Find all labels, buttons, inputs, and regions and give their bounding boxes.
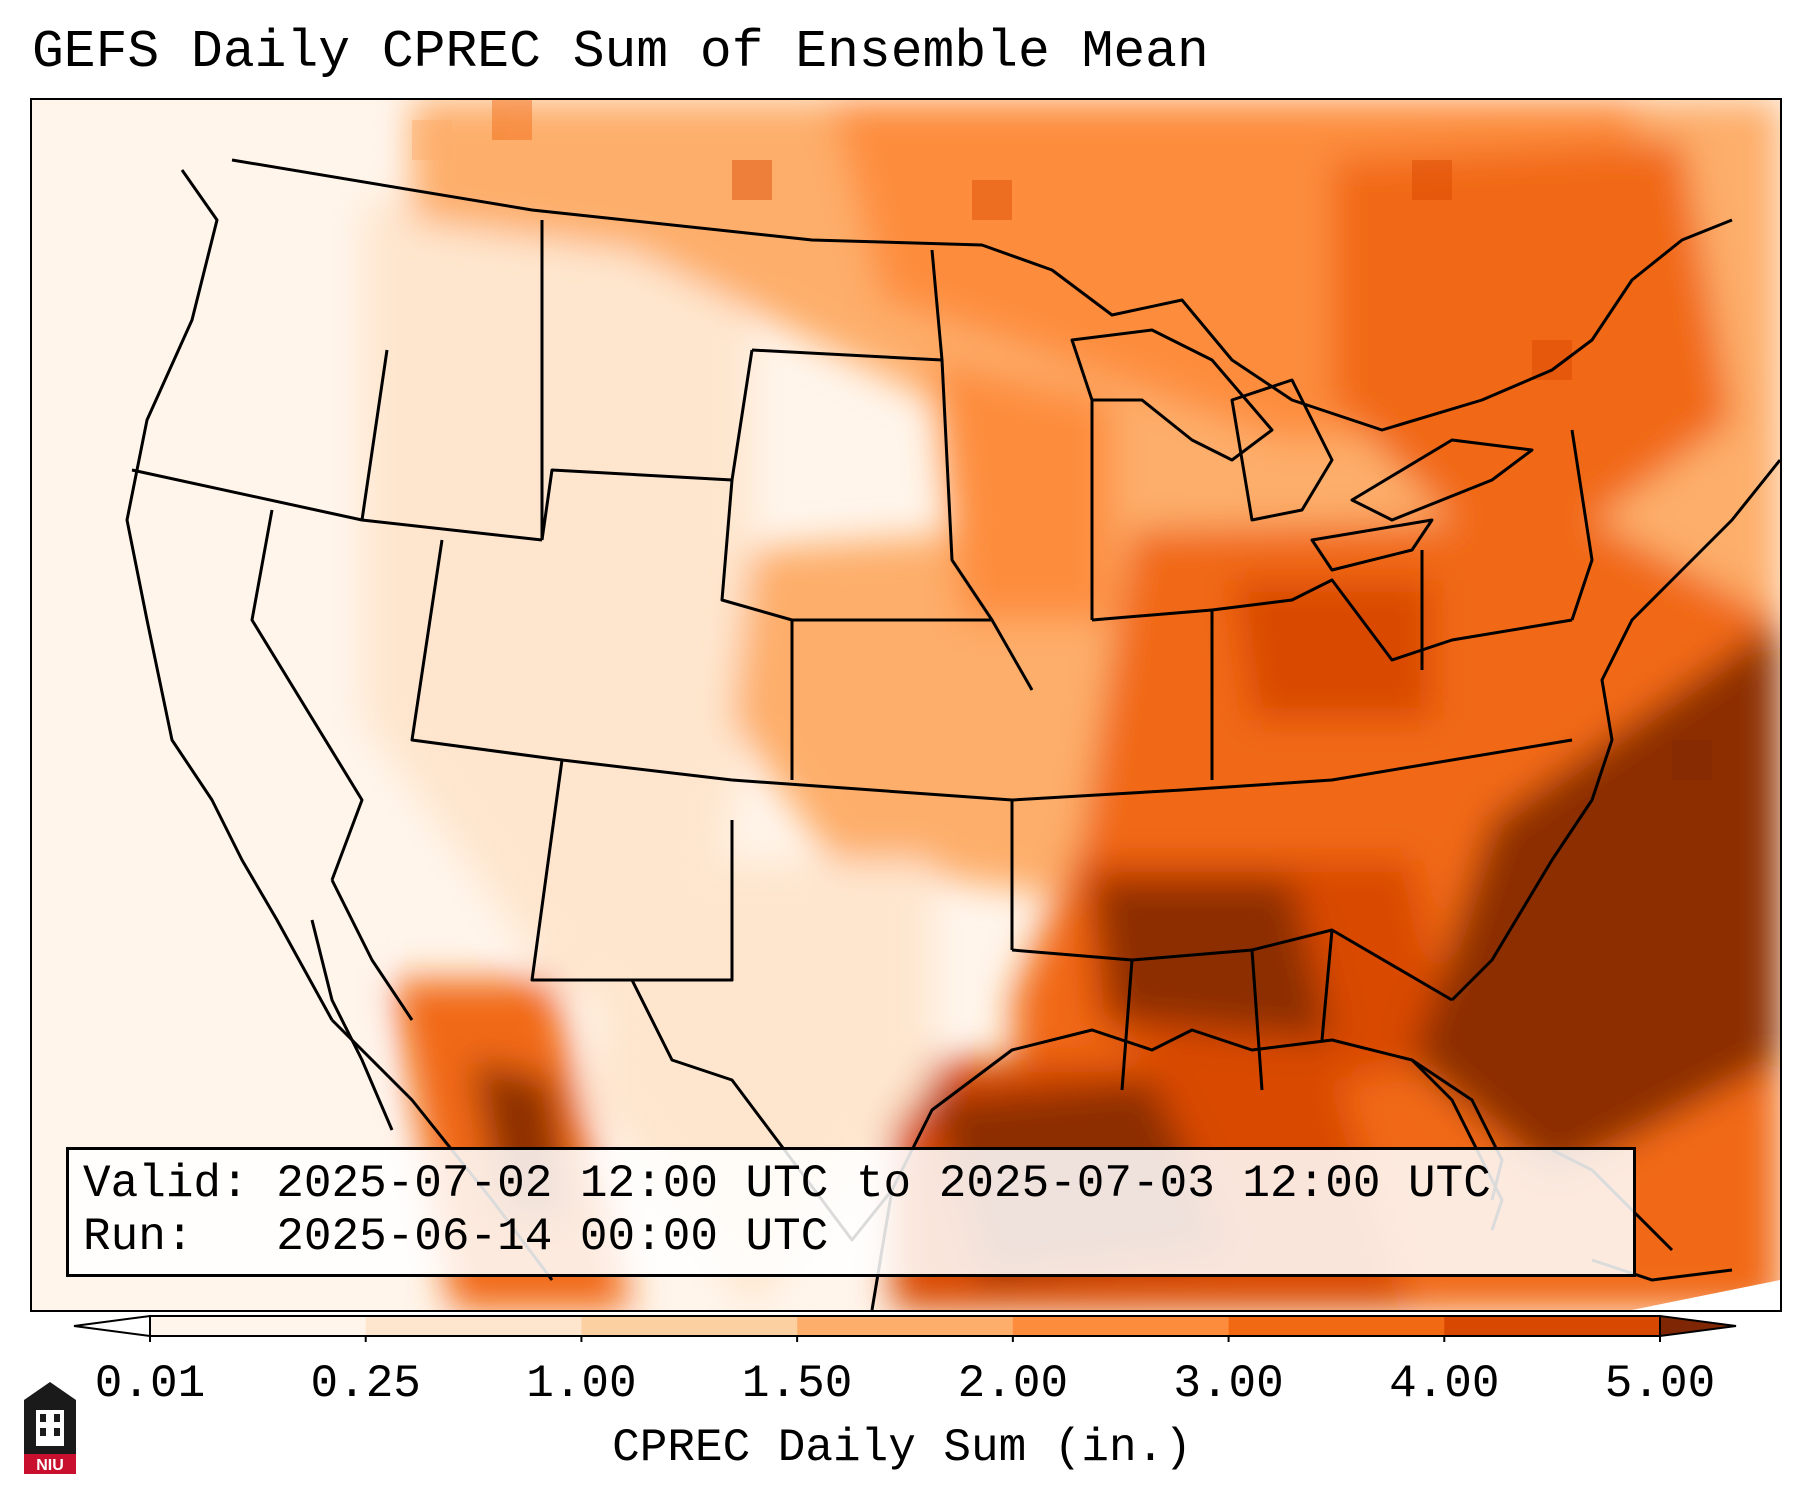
colorbar-over-triangle <box>1659 1314 1737 1338</box>
colorbar <box>73 1314 1737 1342</box>
colorbar-ticks <box>149 1336 1661 1342</box>
valid-run-info-box: Valid: 2025-07-02 12:00 UTC to 2025-07-0… <box>66 1147 1636 1277</box>
precip-field <box>32 100 1780 1310</box>
grid-texture <box>412 100 1712 780</box>
precip-map <box>30 98 1782 1312</box>
svg-text:NIU: NIU <box>36 1457 64 1474</box>
colorbar-tick-label: 5.00 <box>1604 1358 1716 1410</box>
colorbar-frame <box>149 1315 1661 1337</box>
colorbar-segment <box>1444 1316 1661 1336</box>
colorbar-tick-label: 2.00 <box>957 1358 1069 1410</box>
colorbar-segment <box>365 1316 582 1336</box>
colorbar-label: CPREC Daily Sum (in.) <box>612 1422 1192 1474</box>
colorbar-segment <box>150 1316 367 1336</box>
colorbar-segment <box>1228 1316 1445 1336</box>
colorbar-segments <box>150 1316 1661 1336</box>
colorbar-tick-label: 1.00 <box>526 1358 637 1410</box>
colorbar-under-triangle <box>73 1314 151 1338</box>
niu-logo: NIU <box>24 1382 76 1474</box>
valid-value: 2025-07-02 12:00 UTC to 2025-07-03 12:00… <box>276 1158 1491 1210</box>
map-title: GEFS Daily CPREC Sum of Ensemble Mean <box>32 22 1209 82</box>
run-label: Run: <box>83 1211 194 1263</box>
colorbar-segment <box>1012 1316 1230 1336</box>
run-value: 2025-06-14 00:00 UTC <box>276 1211 829 1263</box>
colorbar-tick-label: 3.00 <box>1173 1358 1284 1410</box>
colorbar-tick-label: 0.25 <box>310 1358 421 1410</box>
valid-label: Valid: <box>83 1158 249 1210</box>
colorbar-tick-label: 0.01 <box>94 1358 206 1410</box>
colorbar-segment <box>797 1316 1014 1336</box>
colorbar-tick-label: 4.00 <box>1389 1358 1500 1410</box>
colorbar-segment <box>581 1316 798 1336</box>
colorbar-tick-label: 1.50 <box>741 1358 853 1410</box>
precip-shading <box>32 100 1780 1310</box>
